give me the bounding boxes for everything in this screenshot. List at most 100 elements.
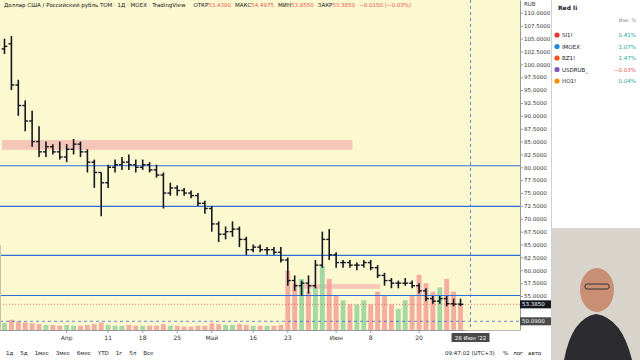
ohlc-bar [382,273,388,286]
range-button[interactable]: 6мес [77,350,91,356]
ohlc-close [398,282,401,283]
ohlc-open [257,246,260,247]
ohlc-range [356,263,358,271]
y-tick-label: 60.0000 [524,268,547,274]
range-button[interactable]: YTD [97,350,109,356]
toolbar-option[interactable]: % [503,350,508,356]
ohlc-bar [375,265,381,278]
ohlc-bar [347,260,353,268]
range-button[interactable]: 3мес [56,350,70,356]
ohlc-close [454,303,457,304]
y-tick-label: 77.5000 [524,177,547,183]
ohlc-bar [299,281,305,296]
ohlc-bar [43,142,49,157]
y-tick-label: 102.5000 [524,49,551,55]
x-tick: 18 [139,330,147,341]
horizontal-line [0,255,520,256]
ohlc-open [112,167,115,168]
volume-bar [430,292,435,330]
ohlc-range [308,275,310,293]
x-tick-mark [253,330,254,333]
y-tick-mark [520,64,523,65]
y-tick-label: 65.0000 [524,242,547,248]
volume-bar [64,325,69,330]
ohlc-close [25,120,28,121]
ohlc-close [94,172,97,173]
ohlc-bar [174,185,180,195]
ohlc-open [140,167,143,168]
watchlist-symbol[interactable]: SI1! [562,32,573,38]
watchlist-symbol[interactable]: HO1! [562,78,576,84]
y-tick-mark [520,103,523,104]
plot-border [0,330,520,331]
y-tick-mark [520,39,523,40]
volume-bar [223,325,228,330]
range-button[interactable]: Все [143,350,154,356]
range-button[interactable]: 1д [6,350,13,356]
ohlc-close [198,203,201,204]
y-tick-label: 57.5000 [524,280,547,286]
x-tick: 20 [415,330,423,341]
y-tick-mark [520,90,523,91]
x-tick-mark [211,330,212,333]
x-tick-mark [287,330,288,333]
ohlc-legend-value: 54.4975 [251,2,274,8]
x-tick: Июн [329,330,343,341]
ohlc-bar [319,232,325,268]
ohlc-open [395,282,398,283]
ohlc-bar [36,126,42,157]
ohlc-range [121,157,123,170]
watchlist-title[interactable]: Red li [558,4,577,11]
ohlc-open [91,161,94,162]
volume-bar [437,288,442,331]
toolbar-option[interactable]: лог [513,350,523,356]
chart-header: Доллар США / Российский рубль TOM · 1Д ·… [4,2,411,9]
y-tick: 67.5000 [520,229,547,235]
page-background [0,0,640,360]
ohlc-close [191,195,194,196]
ohlc-close [267,249,270,250]
ohlc-close [101,182,104,183]
volume-bar [389,305,394,331]
range-button[interactable]: 5д [20,350,27,356]
ohlc-close [405,282,408,283]
volume-bar [154,326,159,330]
volume-bar [120,326,125,330]
y-tick-label: 62.5000 [524,255,547,261]
y-tick-label: 80.0000 [524,165,547,171]
ohlc-open [333,254,336,255]
ohlc-bar [105,165,111,188]
ohlc-close [447,303,450,304]
ohlc-close [440,298,443,299]
ohlc-bar [430,296,436,304]
ohlc-range [446,296,448,306]
ohlc-range [370,260,372,270]
y-tick-mark [520,283,523,284]
volume-bar [230,325,235,330]
ohlc-bar [126,154,132,169]
range-button[interactable]: 5л [129,350,136,356]
ohlc-open [264,249,267,250]
x-tick-mark [66,330,67,333]
toolbar-option[interactable]: авто [528,350,542,356]
ohlc-open [2,48,5,49]
watchlist-symbol[interactable]: USDRUB_ [562,67,588,74]
range-button[interactable]: 1г [116,350,122,356]
y-tick: 65.0000 [520,242,547,248]
watchlist-symbol[interactable]: BZ1! [562,55,575,61]
range-button[interactable]: 1мес [35,350,49,356]
ohlc-range [266,247,268,255]
volume-bar [451,292,456,330]
ohlc-range [183,188,185,196]
ohlc-bar [313,260,319,288]
chart-svg: 55.000057.500060.000062.500065.000067.50… [0,0,640,360]
y-tick: 75.0000 [520,190,547,196]
ohlc-close [177,190,180,191]
watchlist-symbol[interactable]: IMOEX [562,44,580,50]
volume-bar [341,300,346,330]
volume-bar [375,292,380,330]
ohlc-close [32,141,35,142]
volume-bar [168,326,173,330]
ohlc-close [336,262,339,263]
ohlc-bar [271,247,277,255]
